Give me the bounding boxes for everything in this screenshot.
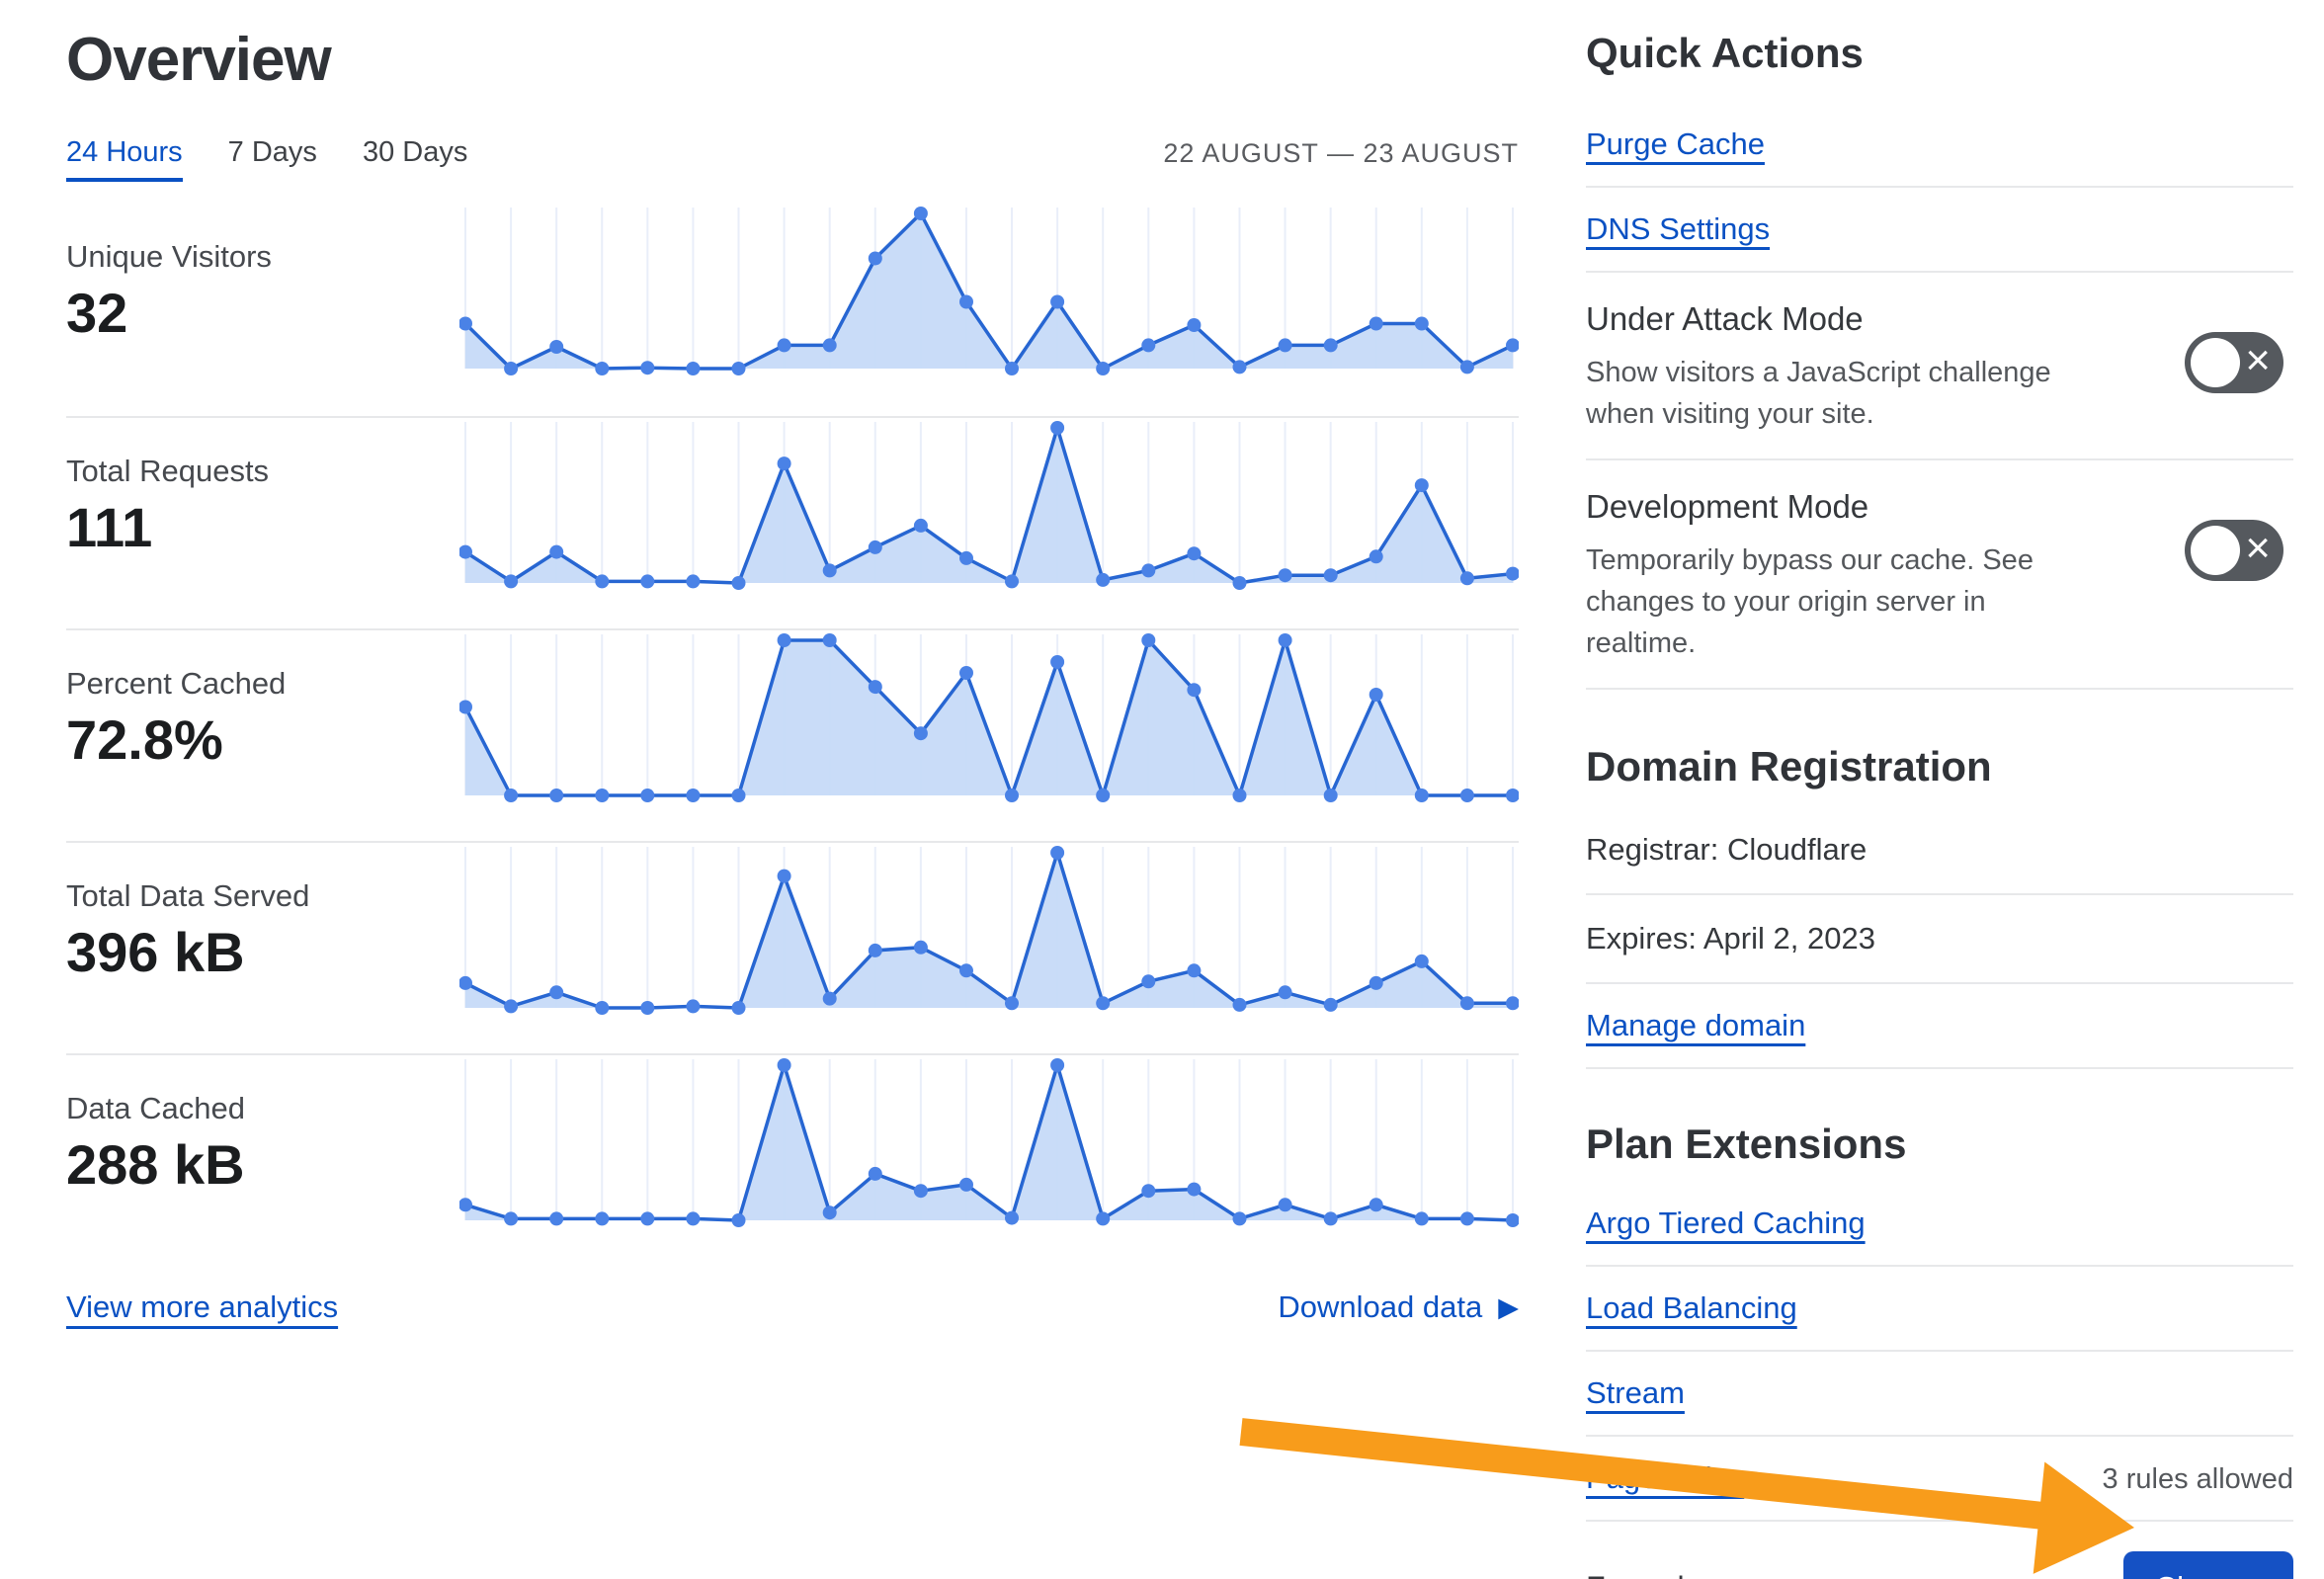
metric-row-percent-cached: Percent Cached 72.8% xyxy=(66,628,1519,841)
metric-rows: Unique Visitors 32 Total Requests 111 Percen… xyxy=(66,204,1519,1266)
metric-label: Total Requests xyxy=(66,454,270,488)
load-balancing-link[interactable]: Load Balancing xyxy=(1586,1290,1797,1326)
sparkline-chart-total-requests xyxy=(459,421,1519,590)
purge-cache-link[interactable]: Purge Cache xyxy=(1586,126,1765,161)
sparkline-chart-data-cached xyxy=(459,1058,1519,1227)
metric-label: Percent Cached xyxy=(66,666,287,701)
sidebar: Quick Actions Purge Cache DNS Settings U… xyxy=(1586,30,2293,1579)
development-mode-section: Development Mode Temporarily bypass our … xyxy=(1586,460,2293,691)
change-plan-button[interactable]: Change xyxy=(2123,1551,2293,1579)
manage-domain-link[interactable]: Manage domain xyxy=(1586,1008,1806,1043)
view-more-analytics-link[interactable]: View more analytics xyxy=(66,1289,339,1324)
tab-30-days[interactable]: 30 Days xyxy=(362,136,468,168)
stream-link[interactable]: Stream xyxy=(1586,1375,1685,1411)
metric-label: Data Cached xyxy=(66,1091,245,1125)
metric-row-total-requests: Total Requests 111 xyxy=(66,416,1519,628)
toggle-knob xyxy=(2191,526,2240,576)
under-attack-mode-toggle[interactable]: × xyxy=(2185,332,2283,393)
tab-7-days[interactable]: 7 Days xyxy=(227,136,317,168)
extension-load-balancing-row: Load Balancing xyxy=(1586,1267,2293,1353)
download-data-label: Download data xyxy=(1278,1289,1483,1324)
date-range-label: 22 AUGUST — 23 AUGUST xyxy=(1163,138,1519,168)
under-attack-mode-description: Show visitors a JavaScript challenge whe… xyxy=(1586,357,2051,431)
metric-row-data-cached: Data Cached 288 kB xyxy=(66,1053,1519,1266)
extension-argo-row: Argo Tiered Caching xyxy=(1586,1182,2293,1268)
sparkline-chart-percent-cached xyxy=(459,633,1519,802)
development-mode-title: Development Mode xyxy=(1586,488,1869,526)
page-rules-allowance-note: 3 rules allowed xyxy=(2102,1463,2293,1496)
plan-extensions-heading: Plan Extensions xyxy=(1586,1121,1907,1168)
analytics-footer-links: View more analytics Download data ▶ xyxy=(66,1289,1519,1337)
plan-row: Free plan Change xyxy=(1586,1522,2293,1579)
extension-stream-row: Stream xyxy=(1586,1352,2293,1438)
extension-page-rules-row: Page Rules 3 rules allowed xyxy=(1586,1437,2293,1523)
page-rules-link[interactable]: Page Rules xyxy=(1586,1460,1745,1496)
development-mode-toggle[interactable]: × xyxy=(2185,520,2283,582)
metric-label: Unique Visitors xyxy=(66,239,272,274)
metric-value: 32 xyxy=(66,282,128,344)
quick-action-dns-settings: DNS Settings xyxy=(1586,188,2293,273)
quick-action-purge-cache: Purge Cache xyxy=(1586,103,2293,188)
registrar-row: Registrar: Cloudflare xyxy=(1586,806,2293,896)
under-attack-mode-section: Under Attack Mode Show visitors a JavaSc… xyxy=(1586,273,2293,461)
metric-label: Total Data Served xyxy=(66,878,310,913)
metric-value: 396 kB xyxy=(66,921,245,983)
under-attack-mode-title: Under Attack Mode xyxy=(1586,300,1864,337)
tab-24-hours[interactable]: 24 Hours xyxy=(66,136,183,182)
metric-value: 288 kB xyxy=(66,1133,245,1196)
metric-value: 111 xyxy=(66,496,153,558)
toggle-knob xyxy=(2191,338,2240,387)
metric-row-total-data-served: Total Data Served 396 kB xyxy=(66,841,1519,1053)
development-mode-description: Temporarily bypass our cache. See change… xyxy=(1586,544,2034,660)
page-title: Overview xyxy=(66,26,332,94)
domain-registration-heading: Domain Registration xyxy=(1586,743,1992,790)
download-data-link[interactable]: Download data ▶ xyxy=(1278,1289,1519,1325)
toggle-off-x-icon: × xyxy=(2245,336,2271,385)
time-range-tabs: 24 Hours 7 Days 30 Days 22 AUGUST — 23 A… xyxy=(66,136,1519,182)
sparkline-chart-total-data-served xyxy=(459,846,1519,1015)
download-arrow-icon: ▶ xyxy=(1498,1291,1519,1322)
analytics-panel: Overview 24 Hours 7 Days 30 Days 22 AUGU… xyxy=(66,30,1519,1337)
manage-domain-row: Manage domain xyxy=(1586,984,2293,1070)
toggle-off-x-icon: × xyxy=(2245,524,2271,573)
dns-settings-link[interactable]: DNS Settings xyxy=(1586,211,1771,246)
metric-row-unique-visitors: Unique Visitors 32 xyxy=(66,204,1519,416)
expires-row: Expires: April 2, 2023 xyxy=(1586,895,2293,985)
current-plan-label: Free plan xyxy=(1586,1570,1719,1579)
metric-value: 72.8% xyxy=(66,708,223,771)
sparkline-chart-unique-visitors xyxy=(459,207,1519,375)
argo-tiered-caching-link[interactable]: Argo Tiered Caching xyxy=(1586,1205,1866,1241)
quick-actions-heading: Quick Actions xyxy=(1586,30,1864,76)
